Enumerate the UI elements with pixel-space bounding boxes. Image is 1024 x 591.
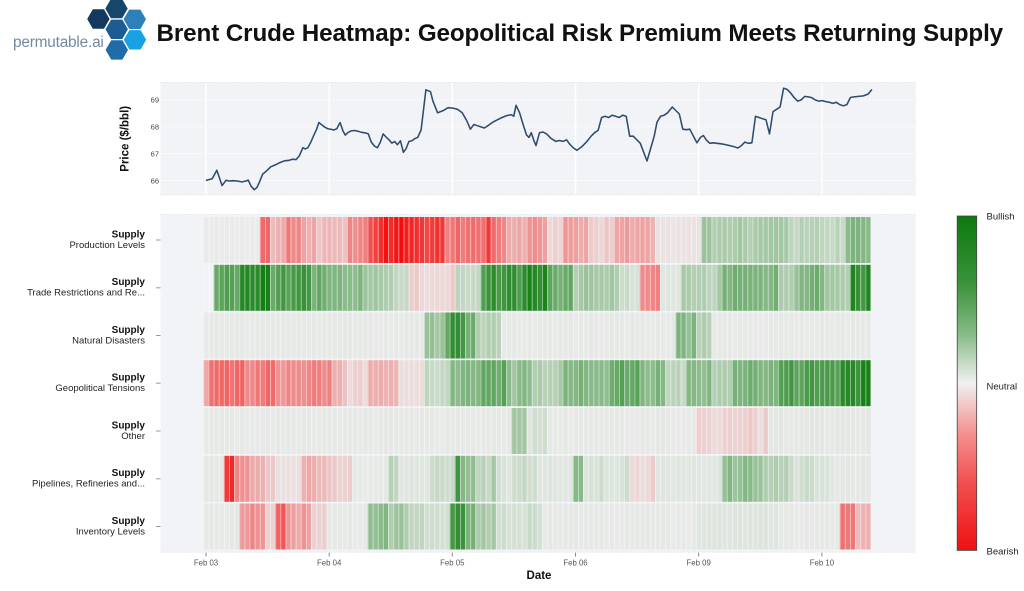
svg-text:Feb 04: Feb 04	[317, 559, 342, 568]
svg-text:Bearish: Bearish	[987, 547, 1019, 558]
svg-text:Inventory Levels: Inventory Levels	[76, 526, 145, 537]
svg-text:Feb 05: Feb 05	[440, 559, 465, 568]
svg-text:Geopolitical Tensions: Geopolitical Tensions	[55, 383, 145, 394]
svg-text:Feb 06: Feb 06	[563, 559, 587, 568]
svg-text:Price ($/bbl): Price ($/bbl)	[120, 106, 132, 172]
svg-text:66: 66	[151, 176, 159, 185]
svg-text:Neutral: Neutral	[987, 381, 1018, 392]
svg-text:Supply: Supply	[112, 373, 146, 384]
svg-text:Bullish: Bullish	[987, 212, 1015, 223]
svg-text:Pipelines, Refineries and...: Pipelines, Refineries and...	[32, 479, 145, 490]
svg-text:Feb 03: Feb 03	[194, 559, 218, 568]
svg-text:Production Levels: Production Levels	[69, 240, 145, 251]
svg-text:Date: Date	[527, 570, 552, 582]
svg-text:69: 69	[151, 96, 159, 105]
svg-text:Supply: Supply	[112, 516, 146, 527]
svg-text:Supply: Supply	[112, 420, 146, 431]
svg-text:Supply: Supply	[112, 325, 146, 336]
svg-text:68: 68	[151, 122, 159, 131]
svg-text:Supply: Supply	[112, 229, 146, 240]
svg-text:Natural Disasters: Natural Disasters	[72, 335, 145, 346]
svg-text:Trade Restrictions and Re...: Trade Restrictions and Re...	[27, 288, 145, 299]
svg-text:Supply: Supply	[112, 468, 146, 479]
svg-text:Other: Other	[121, 431, 145, 442]
svg-text:Feb 09: Feb 09	[687, 559, 711, 568]
svg-text:Feb 10: Feb 10	[810, 559, 835, 568]
svg-text:permutable.ai: permutable.ai	[13, 34, 104, 51]
svg-text:Brent Crude Heatmap: Geopoliti: Brent Crude Heatmap: Geopolitical Risk P…	[157, 20, 1004, 47]
svg-text:Supply: Supply	[112, 277, 146, 288]
svg-text:67: 67	[151, 149, 159, 158]
